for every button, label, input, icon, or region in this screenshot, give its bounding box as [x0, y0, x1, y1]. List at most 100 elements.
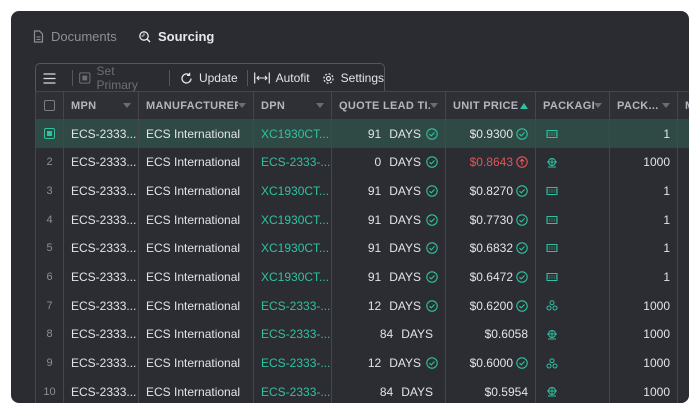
- cell-manufacturer[interactable]: ECS International: [139, 176, 254, 206]
- cell-mpn[interactable]: ECS-2333...: [64, 119, 139, 148]
- cell-mpn[interactable]: ECS-2333...: [64, 147, 139, 177]
- dpn-link[interactable]: XC1930CT...: [261, 126, 330, 141]
- col-header-mpn[interactable]: MPN: [64, 92, 139, 119]
- tab-sourcing[interactable]: Sourcing: [138, 26, 214, 46]
- set-primary-button[interactable]: Set Primary: [79, 64, 157, 92]
- cell-package[interactable]: [536, 291, 610, 321]
- col-header-package[interactable]: PACKAGE: [536, 92, 610, 119]
- table-row[interactable]: 7 ECS-2333... ECS International ECS-2333-..…: [36, 291, 689, 322]
- cell-mpn[interactable]: ECS-2333...: [64, 291, 139, 321]
- cell-dpn[interactable]: XC1930CT...: [254, 119, 332, 148]
- settings-button[interactable]: Settings: [322, 64, 384, 92]
- cell-dpn[interactable]: XC1930CT...: [254, 233, 332, 263]
- dpn-link[interactable]: ECS-2333-...: [261, 356, 331, 371]
- menu-button[interactable]: [36, 64, 68, 92]
- cell-lead-time[interactable]: 91 DAYS: [332, 205, 446, 235]
- cell-unit-price[interactable]: $0.9300: [446, 119, 536, 148]
- select-all-checkbox[interactable]: [44, 100, 55, 111]
- table-row[interactable]: 10 ECS-2333... ECS International ECS-2333-.…: [36, 377, 689, 403]
- cell-package[interactable]: [536, 147, 610, 177]
- col-header-dpn[interactable]: DPN: [254, 92, 332, 119]
- cell-unit-price[interactable]: $0.6000: [446, 348, 536, 378]
- col-header-lead[interactable]: QUOTE LEAD TI...: [332, 92, 446, 119]
- table-row[interactable]: 8 ECS-2333... ECS International ECS-2333-..…: [36, 319, 689, 350]
- cell-next[interactable]: [678, 234, 689, 263]
- cell-next[interactable]: [678, 148, 689, 177]
- col-header-manufacturer[interactable]: MANUFACTURER: [139, 92, 254, 119]
- cell-dpn[interactable]: XC1930CT...: [254, 262, 332, 292]
- cell-package[interactable]: [536, 205, 610, 235]
- col-header-pack[interactable]: PACK...: [610, 92, 678, 119]
- cell-manufacturer[interactable]: ECS International: [139, 262, 254, 292]
- table-row[interactable]: ECS-2333... ECS International XC1930CT... 9…: [36, 119, 689, 149]
- cell-dpn[interactable]: XC1930CT...: [254, 176, 332, 206]
- cell-lead-time[interactable]: 91 DAYS: [332, 119, 446, 148]
- table-row[interactable]: 6 ECS-2333... ECS International XC1930CT...…: [36, 262, 689, 293]
- cell-next[interactable]: [678, 291, 689, 320]
- cell-pack-qty[interactable]: 1: [610, 205, 678, 235]
- cell-manufacturer[interactable]: ECS International: [139, 319, 254, 349]
- cell-unit-price[interactable]: $0.6832: [446, 233, 536, 263]
- col-header-next[interactable]: M: [678, 92, 689, 119]
- dpn-link[interactable]: XC1930CT...: [261, 270, 330, 284]
- cell-manufacturer[interactable]: ECS International: [139, 147, 254, 177]
- cell-dpn[interactable]: ECS-2333-...: [254, 348, 332, 378]
- cell-pack-qty[interactable]: 1: [610, 233, 678, 263]
- cell-pack-qty[interactable]: 1000: [610, 291, 678, 321]
- cell-next[interactable]: [678, 377, 689, 403]
- cell-next[interactable]: [678, 176, 689, 205]
- cell-mpn[interactable]: ECS-2333...: [64, 377, 139, 403]
- cell-mpn[interactable]: ECS-2333...: [64, 319, 139, 349]
- dpn-link[interactable]: ECS-2333-...: [261, 298, 331, 313]
- cell-mpn[interactable]: ECS-2333...: [64, 348, 139, 378]
- cell-mpn[interactable]: ECS-2333...: [64, 176, 139, 206]
- cell-lead-time[interactable]: 0 DAYS: [332, 147, 446, 177]
- dpn-link[interactable]: ECS-2333-...: [261, 155, 331, 170]
- update-button[interactable]: Update: [180, 64, 238, 92]
- cell-pack-qty[interactable]: 1000: [610, 348, 678, 378]
- cell-lead-time[interactable]: 84 DAYS: [332, 377, 446, 403]
- cell-next[interactable]: [678, 263, 689, 292]
- cell-lead-time[interactable]: 91 DAYS: [332, 262, 446, 292]
- cell-manufacturer[interactable]: ECS International: [139, 119, 254, 148]
- table-row[interactable]: 3 ECS-2333... ECS International XC1930CT...…: [36, 176, 689, 207]
- select-all-cell[interactable]: [36, 92, 64, 119]
- cell-next[interactable]: [678, 320, 689, 349]
- cell-mpn[interactable]: ECS-2333...: [64, 205, 139, 235]
- table-row[interactable]: 2 ECS-2333... ECS International ECS-2333-..…: [36, 147, 689, 178]
- cell-pack-qty[interactable]: 1000: [610, 319, 678, 349]
- cell-package[interactable]: [536, 262, 610, 292]
- cell-lead-time[interactable]: 12 DAYS: [332, 348, 446, 378]
- cell-manufacturer[interactable]: ECS International: [139, 348, 254, 378]
- cell-unit-price[interactable]: $0.6200: [446, 291, 536, 321]
- cell-dpn[interactable]: XC1930CT...: [254, 205, 332, 235]
- cell-dpn[interactable]: ECS-2333-...: [254, 319, 332, 349]
- dpn-link[interactable]: XC1930CT...: [261, 183, 330, 198]
- cell-pack-qty[interactable]: 1: [610, 262, 678, 292]
- cell-unit-price[interactable]: $0.5954: [446, 377, 536, 403]
- cell-pack-qty[interactable]: 1: [610, 176, 678, 206]
- cell-mpn[interactable]: ECS-2333...: [64, 262, 139, 292]
- cell-manufacturer[interactable]: ECS International: [139, 205, 254, 235]
- row-select-cell[interactable]: [36, 119, 64, 148]
- autofit-button[interactable]: Autofit: [253, 64, 310, 92]
- table-row[interactable]: 4 ECS-2333... ECS International XC1930CT...…: [36, 205, 689, 236]
- cell-lead-time[interactable]: 84 DAYS: [332, 319, 446, 349]
- cell-next[interactable]: [678, 119, 689, 148]
- cell-next[interactable]: [678, 205, 689, 234]
- cell-dpn[interactable]: ECS-2333-...: [254, 147, 332, 177]
- col-header-price[interactable]: UNIT PRICE: [446, 92, 536, 119]
- cell-package[interactable]: [536, 348, 610, 378]
- cell-dpn[interactable]: ECS-2333-...: [254, 291, 332, 321]
- table-row[interactable]: 9 ECS-2333... ECS International ECS-2333-..…: [36, 348, 689, 379]
- cell-next[interactable]: [678, 349, 689, 378]
- cell-pack-qty[interactable]: 1000: [610, 377, 678, 403]
- cell-unit-price[interactable]: $0.8643: [446, 147, 536, 177]
- cell-unit-price[interactable]: $0.6472: [446, 262, 536, 292]
- dpn-link[interactable]: ECS-2333-...: [261, 384, 331, 399]
- table-row[interactable]: 5 ECS-2333... ECS International XC1930CT...…: [36, 233, 689, 264]
- cell-unit-price[interactable]: $0.6058: [446, 319, 536, 349]
- cell-package[interactable]: [536, 233, 610, 263]
- cell-dpn[interactable]: ECS-2333-...: [254, 377, 332, 403]
- cell-manufacturer[interactable]: ECS International: [139, 233, 254, 263]
